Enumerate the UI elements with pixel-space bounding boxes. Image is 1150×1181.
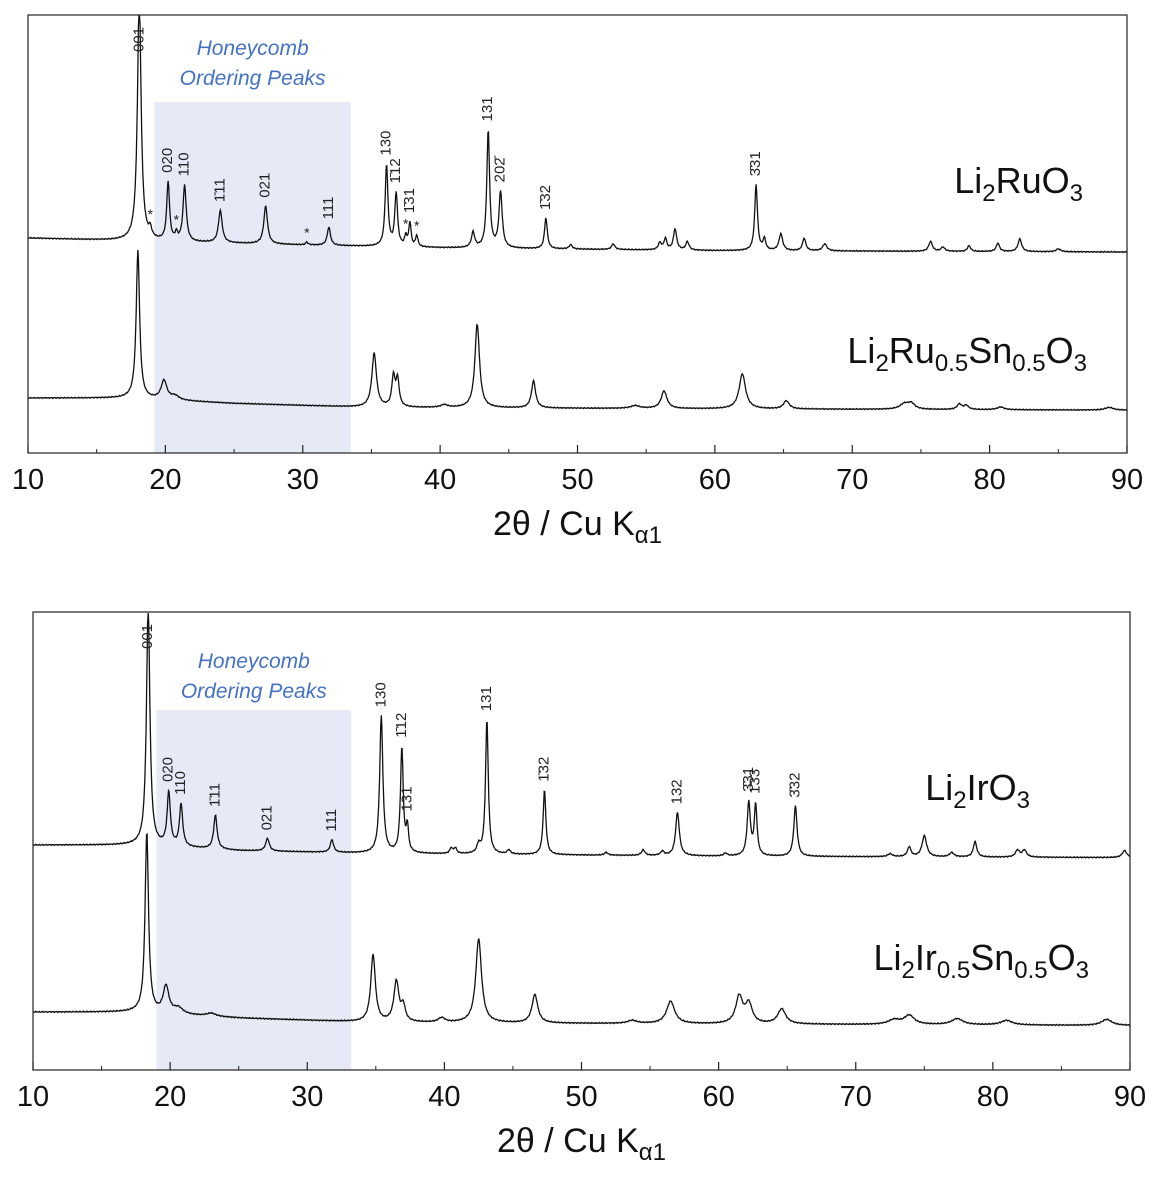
- peak-label: 1̄32: [537, 185, 554, 210]
- x-axis-label: 2θ / Cu Kα1: [493, 505, 662, 549]
- impurity-star: *: [148, 206, 154, 222]
- peak-label: 001: [139, 624, 156, 649]
- series-line-2: [32, 832, 1131, 1027]
- x-tick-label: 10: [17, 1081, 49, 1113]
- x-tick-label: 90: [1111, 464, 1143, 496]
- peak-label: 1̄31: [401, 188, 418, 213]
- x-tick-label: 50: [561, 464, 593, 496]
- peak-label: 020: [160, 757, 177, 782]
- x-axis-label: 2θ / Cu Kα1: [497, 1122, 666, 1166]
- peak-label: 1̄12: [393, 713, 410, 738]
- series-line-1: [27, 15, 1128, 254]
- peak-label: 3̄31: [747, 151, 764, 176]
- peak-label: 130: [372, 682, 389, 707]
- impurity-star: *: [403, 215, 409, 231]
- region-label-line2: Ordering Peaks: [180, 67, 326, 90]
- x-tick-label: 10: [12, 464, 44, 496]
- x-tick-label: 80: [977, 1081, 1009, 1113]
- honeycomb-region: [154, 102, 351, 453]
- x-tick-label: 70: [840, 1081, 872, 1113]
- x-tick-label: 70: [836, 464, 868, 496]
- series-line-1: [32, 612, 1131, 859]
- peak-label: 021: [257, 173, 274, 198]
- x-tick-label: 60: [702, 1081, 734, 1113]
- sample-label-1: Li2RuO3: [954, 160, 1083, 207]
- chart-panel-1: Honeycomb Ordering Peaks Li2RuO3 001 020 110 1…: [12, 14, 1143, 549]
- peak-label: 110: [176, 152, 193, 176]
- peak-label: 1̄11: [206, 783, 223, 807]
- impurity-star: *: [174, 212, 180, 228]
- x-tick-label: 40: [428, 1081, 460, 1113]
- x-tick-label: 90: [1114, 1081, 1146, 1113]
- x-tick-label: 30: [287, 464, 319, 496]
- peak-label: 131: [478, 686, 495, 711]
- x-tick-label: 30: [291, 1081, 323, 1113]
- peak-label: 131: [398, 786, 415, 811]
- region-label-line1: Honeycomb: [198, 650, 310, 673]
- peak-label: 110: [172, 771, 189, 795]
- series-line-2: [27, 249, 1128, 412]
- x-tick-label: 50: [565, 1081, 597, 1113]
- peak-label: 132: [668, 779, 685, 804]
- peak-label: 1̄32: [535, 757, 552, 782]
- sample-label-2: Li2Ir0.5Sn0.5O3: [873, 937, 1089, 984]
- peak-label: 020: [159, 148, 176, 173]
- peak-label: 1̄33: [747, 769, 764, 794]
- x-tick-label: 20: [154, 1081, 186, 1113]
- honeycomb-region: [156, 710, 352, 1070]
- peak-label: 3̄31: [740, 767, 757, 792]
- impurity-star: *: [414, 218, 420, 234]
- sample-label-2: Li2Ru0.5Sn0.5O3: [847, 330, 1087, 377]
- peak-label: 202̄: [492, 155, 509, 182]
- peak-label: 1̄12: [387, 158, 404, 183]
- peak-label: 111: [323, 809, 340, 832]
- peak-label: 1̄11: [211, 178, 228, 202]
- x-tick-label: 80: [973, 464, 1005, 496]
- impurity-star: *: [304, 225, 310, 241]
- region-label-line2: Ordering Peaks: [181, 680, 327, 703]
- peak-label: 3̄32: [786, 773, 803, 798]
- peak-label: 001: [130, 27, 147, 52]
- peak-label: 130: [378, 131, 395, 156]
- peak-label: 021: [258, 805, 275, 830]
- peak-label: 111: [320, 197, 337, 220]
- x-tick-label: 60: [699, 464, 731, 496]
- region-label-line1: Honeycomb: [197, 37, 309, 60]
- peak-label: 131: [479, 96, 496, 121]
- x-tick-label: 40: [424, 464, 456, 496]
- sample-label-1: Li2IrO3: [925, 767, 1030, 814]
- x-tick-label: 20: [149, 464, 181, 496]
